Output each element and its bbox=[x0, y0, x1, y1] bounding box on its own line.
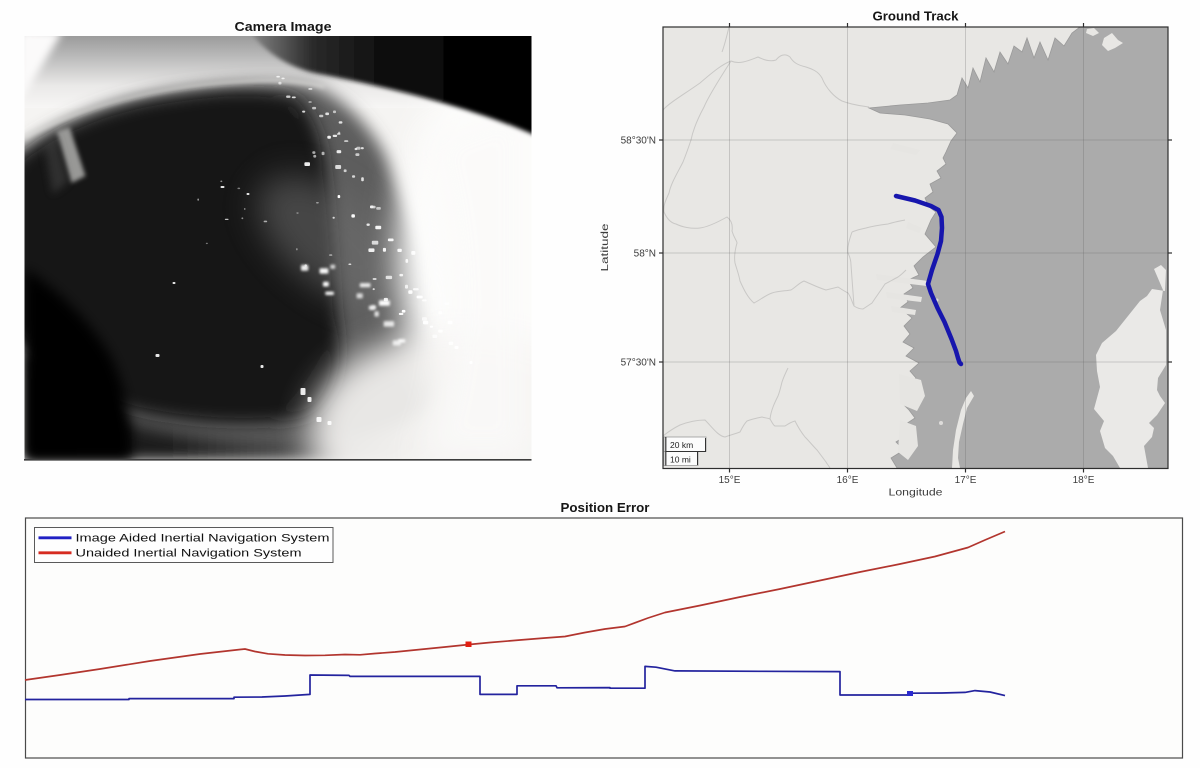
svg-text:Latitude: Latitude bbox=[599, 223, 611, 271]
svg-text:Image Aided Inertial Navigatio: Image Aided Inertial Navigation System bbox=[76, 533, 330, 545]
svg-text:18°E: 18°E bbox=[1073, 475, 1095, 486]
svg-text:58°30'N: 58°30'N bbox=[621, 136, 656, 147]
svg-text:20 km: 20 km bbox=[670, 440, 693, 450]
svg-text:Unaided Inertial Navigation Sy: Unaided Inertial Navigation System bbox=[76, 548, 302, 560]
svg-text:17°E: 17°E bbox=[955, 475, 977, 486]
svg-text:58°N: 58°N bbox=[634, 249, 656, 260]
svg-text:Ground Track: Ground Track bbox=[873, 10, 959, 24]
svg-text:Position Error: Position Error bbox=[561, 501, 650, 515]
svg-text:15°E: 15°E bbox=[719, 475, 741, 486]
svg-text:Camera Image: Camera Image bbox=[235, 20, 332, 34]
svg-text:57°30'N: 57°30'N bbox=[621, 358, 656, 369]
svg-text:16°E: 16°E bbox=[837, 475, 859, 486]
svg-text:10 mi: 10 mi bbox=[670, 455, 691, 465]
svg-text:Longitude: Longitude bbox=[889, 487, 943, 499]
